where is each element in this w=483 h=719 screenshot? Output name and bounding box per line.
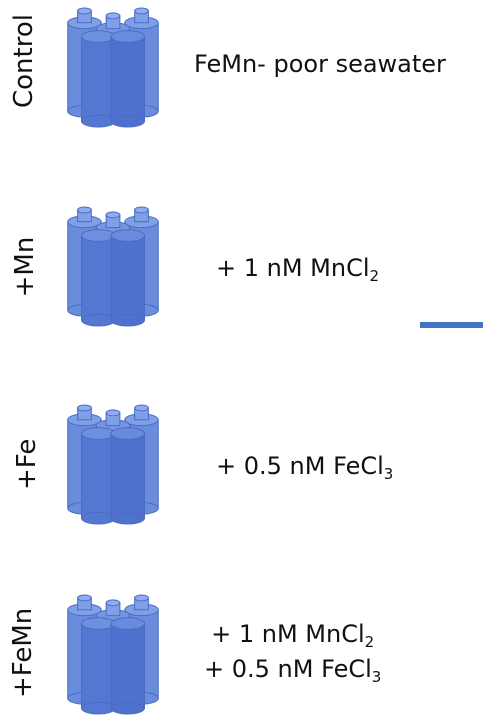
treatment-description: + 1 nM MnCl2 + 0.5 nM FeCl3 <box>204 620 381 684</box>
treatment-description: FeMn- poor seawater <box>194 50 446 79</box>
cubitainer-bottle-cluster-icon <box>67 404 159 525</box>
cubitainer-bottle-cluster-icon <box>67 594 159 715</box>
accent-line <box>420 322 483 328</box>
description-line: + 1 nM MnCl2 <box>211 620 375 651</box>
treatment-label: +Fe <box>12 438 42 490</box>
treatment-description: + 1 nM MnCl2 <box>216 254 380 285</box>
cubitainer-bottle-cluster-icon <box>67 206 159 327</box>
treatment-row-control: Control FeMn- poor seawater <box>0 0 483 180</box>
treatment-row-fe: +Fe + 0.5 nM FeCl3 <box>0 396 483 576</box>
treatment-description: + 0.5 nM FeCl3 <box>216 452 394 483</box>
treatment-label: +FeMn <box>8 607 38 698</box>
description-line: + 1 nM MnCl2 <box>216 254 380 285</box>
treatment-row-femn: +FeMn + 1 nM MnCl2 + 0.5 nM FeCl3 <box>0 590 483 719</box>
description-line: + 0.5 nM FeCl3 <box>204 654 382 686</box>
treatment-label: +Mn <box>10 236 40 298</box>
description-line: + 0.5 nM FeCl3 <box>216 452 394 483</box>
cubitainer-bottle-cluster-icon <box>67 7 159 128</box>
treatment-row-mn: +Mn + 1 nM MnCl2 <box>0 198 483 378</box>
treatment-label: Control <box>9 14 39 108</box>
description-line: FeMn- poor seawater <box>194 50 446 78</box>
